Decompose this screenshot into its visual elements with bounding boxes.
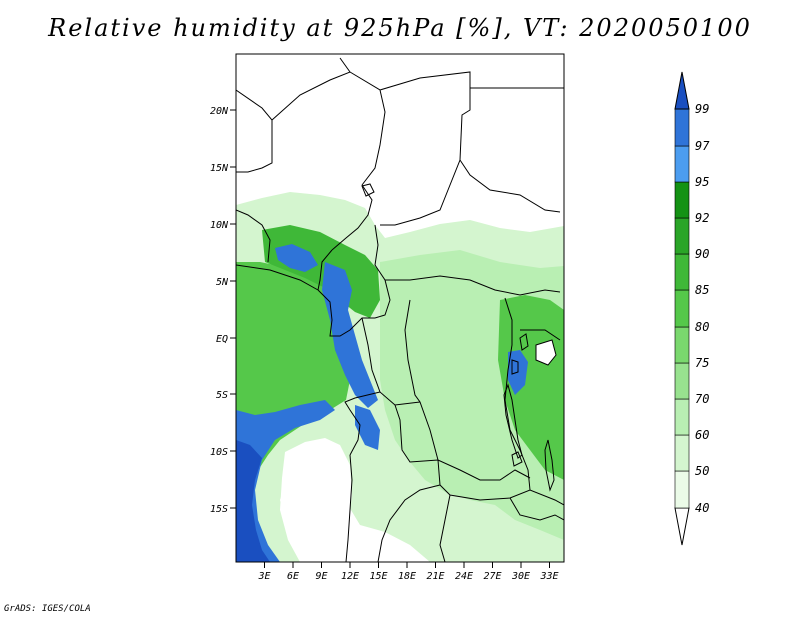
border-line — [236, 264, 319, 291]
colorbar-label: 50 — [695, 464, 709, 478]
dry-region-southwest — [280, 438, 352, 562]
border-line — [317, 249, 333, 291]
lakes — [361, 183, 557, 492]
colorbar-label: 90 — [695, 247, 709, 261]
colorbar-label: 97 — [695, 139, 710, 153]
border-line — [345, 454, 353, 562]
border-line — [394, 404, 531, 481]
colorbar-label: 80 — [695, 320, 709, 334]
lon-tick-label: 3E — [257, 571, 270, 582]
border-line — [439, 494, 451, 562]
lat-tick-label: EQ — [216, 334, 228, 345]
lon-tick-label: 33E — [539, 571, 558, 582]
colorbar-segment — [674, 362, 690, 400]
rh-region-99-sw — [236, 440, 270, 562]
border-line — [361, 317, 421, 406]
colorbar-low-triangle — [674, 507, 690, 546]
border-line — [236, 89, 273, 173]
border-line — [459, 159, 561, 213]
lake-victoria — [535, 339, 557, 366]
border-line — [385, 275, 561, 296]
lon-tick-label: 18E — [398, 571, 416, 582]
rh-region-97-sw — [236, 400, 335, 562]
lake-mweru — [511, 451, 523, 467]
colorbar-label: 75 — [695, 356, 709, 370]
lat-tick-label: 10N — [210, 220, 229, 231]
credit-label: GrADS: IGES/COLA — [4, 604, 91, 614]
lat-tick-label: 20N — [210, 106, 229, 117]
border-line — [377, 484, 441, 562]
colorbar-label: 70 — [695, 392, 709, 406]
longitude-axis: 3E 6E 9E 12E 15E 18E 21E 24E 27E 30E 33E — [257, 562, 559, 582]
colorbar-label: 40 — [695, 501, 709, 515]
rh-region-97-gulf — [275, 244, 318, 272]
border-line — [509, 497, 564, 521]
lon-tick-label: 12E — [341, 571, 359, 582]
lat-tick-label: 5S — [216, 390, 228, 401]
colorbar-segment — [674, 289, 690, 328]
rh-region-97-coast — [322, 262, 378, 408]
lake-malawi — [544, 439, 555, 492]
colorbar-high-triangle — [674, 71, 690, 110]
lon-tick-label: 6E — [287, 571, 299, 582]
colorbar-segment — [674, 434, 690, 472]
lat-tick-label: 15S — [210, 504, 228, 515]
border-line — [404, 299, 439, 461]
border-line — [520, 329, 561, 341]
lat-tick-label: 10S — [210, 447, 228, 458]
lat-tick-label: 15N — [210, 163, 229, 174]
lake-albert — [519, 333, 529, 351]
border-line — [339, 57, 351, 73]
map-frame — [235, 53, 565, 563]
lon-tick-label: 30E — [511, 571, 530, 582]
lon-tick-label: 9E — [315, 571, 327, 582]
colorbar-segment — [674, 217, 690, 255]
colorbar-label: 99 — [695, 102, 709, 116]
colorbar-label: 95 — [695, 175, 709, 189]
colorbar-segment — [674, 398, 690, 436]
colorbar-segment — [674, 181, 690, 219]
border-line — [317, 289, 375, 337]
latitude-axis: 20N 15N 10N 5N EQ 5S 10S 15S — [210, 106, 236, 515]
border-line — [344, 391, 381, 456]
colorbar-segment — [674, 108, 690, 147]
lon-tick-label: 24E — [455, 571, 473, 582]
lake-kivu — [511, 359, 519, 375]
colorbar-label: 92 — [695, 211, 709, 225]
country-borders — [236, 57, 564, 562]
colorbar-label: 60 — [695, 428, 709, 442]
colorbar: 40 50 60 70 75 80 85 90 92 95 97 99 — [674, 71, 710, 546]
lake-chad — [361, 183, 375, 197]
border-line — [437, 459, 564, 506]
rh-region-97-angola — [355, 405, 380, 450]
colorbar-segment — [674, 326, 690, 364]
border-line — [236, 209, 271, 263]
humidity-field — [236, 54, 564, 562]
border-line — [331, 184, 373, 251]
lat-tick-label: 5N — [216, 277, 229, 288]
lon-tick-label: 15E — [369, 571, 387, 582]
lon-tick-label: 27E — [483, 571, 501, 582]
colorbar-segment — [674, 145, 690, 183]
lon-tick-label: 21E — [426, 571, 444, 582]
colorbar-segment — [674, 470, 690, 509]
colorbar-label: 85 — [695, 283, 709, 297]
map-title: Relative humidity at 925hPa [%], VT: 202… — [48, 14, 752, 42]
colorbar-segment — [674, 253, 690, 291]
